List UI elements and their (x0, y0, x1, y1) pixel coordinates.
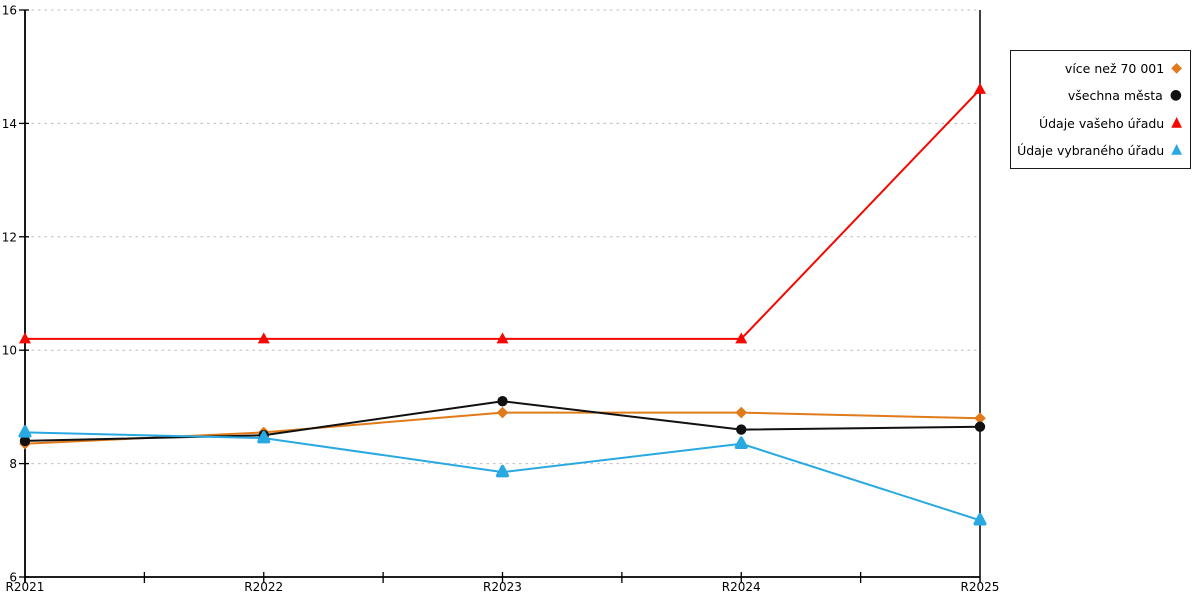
legend-item-vice-nez-70001: více než 70 001 ◆ (1015, 59, 1182, 77)
diamond-marker-icon: ◆ (1171, 59, 1182, 76)
svg-text:R2023: R2023 (483, 580, 522, 594)
triangle-marker-icon: ▲ (1171, 141, 1182, 158)
triangle-marker-icon: ▲ (1171, 114, 1182, 131)
svg-text:R2025: R2025 (961, 580, 1000, 594)
svg-text:6: 6 (9, 571, 17, 585)
svg-text:8: 8 (9, 457, 17, 471)
legend-label: více než 70 001 (1064, 61, 1165, 77)
svg-text:R2024: R2024 (722, 580, 761, 594)
legend-label: Údaje vašeho úřadu (1038, 115, 1165, 131)
svg-text:R2021: R2021 (6, 580, 45, 594)
legend-label: všechna města (1067, 88, 1163, 104)
legend-item-udaje-vaseho-uradu: Údaje vašeho úřadu ▲ (1015, 114, 1182, 131)
svg-text:R2022: R2022 (244, 580, 283, 594)
legend: více než 70 001 ◆ všechna města ● Údaje … (1010, 50, 1191, 169)
svg-text:12: 12 (2, 230, 17, 244)
svg-text:14: 14 (2, 117, 17, 131)
svg-text:10: 10 (2, 344, 17, 358)
circle-marker-icon: ● (1169, 86, 1182, 103)
legend-item-udaje-vybraneho-uradu: Údaje vybraného úřadu ▲ (1015, 141, 1182, 158)
svg-text:16: 16 (2, 4, 17, 18)
legend-label: Údaje vybraného úřadu (1017, 142, 1165, 158)
legend-item-vsechna-mesta: všechna města ● (1015, 86, 1182, 104)
